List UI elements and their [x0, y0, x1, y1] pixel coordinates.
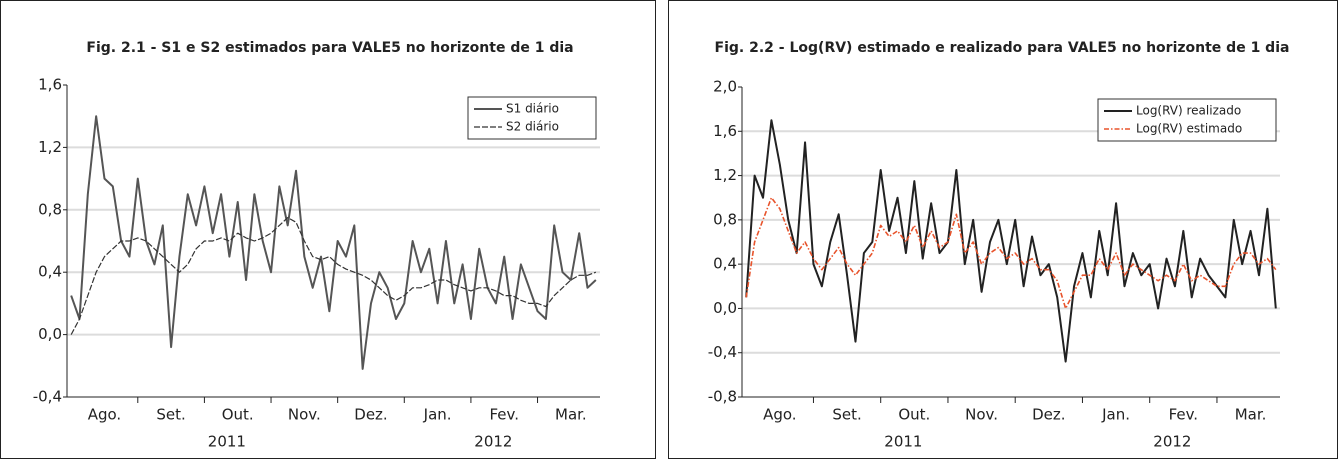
y-tick-label: 1,6	[713, 122, 737, 140]
legend-box	[467, 96, 597, 140]
y-tick-label: -0,4	[708, 343, 737, 361]
year-label: 2011	[208, 433, 246, 451]
x-tick-label: Out.	[222, 406, 254, 424]
series-line	[70, 217, 597, 335]
x-tick-label: Ago.	[88, 406, 121, 424]
y-tick-label: 0,0	[713, 299, 737, 317]
x-tick-label: Mar.	[555, 406, 587, 424]
legend-label: S1 diário	[506, 102, 559, 116]
y-tick-label: 1,2	[713, 166, 737, 184]
x-tick-label: Set.	[156, 406, 185, 424]
legend-box	[1097, 98, 1277, 142]
x-tick-label: Mar.	[1235, 406, 1267, 424]
series-line	[745, 119, 1277, 363]
chart-title: Fig. 2.1 - S1 e S2 estimados para VALE5 …	[86, 40, 573, 56]
y-tick-label: 0,4	[38, 263, 62, 281]
year-label: 2012	[1153, 433, 1191, 451]
panel-frame	[0, 0, 656, 459]
x-tick-label: Ago.	[763, 406, 796, 424]
series-line	[745, 196, 1277, 310]
x-tick-label: Jan.	[423, 406, 452, 424]
y-tick-label: 0,8	[38, 200, 62, 218]
x-tick-label: Nov.	[288, 406, 321, 424]
x-tick-label: Dez.	[354, 406, 387, 424]
legend-label: Log(RV) realizado	[1136, 104, 1241, 118]
x-tick-label: Fev.	[1169, 406, 1199, 424]
x-tick-label: Jan.	[1101, 406, 1130, 424]
x-tick-label: Nov.	[965, 406, 998, 424]
y-tick-label: -0,4	[33, 388, 62, 406]
year-label: 2012	[474, 433, 512, 451]
y-tick-label: 1,2	[38, 138, 62, 156]
panel-frame	[668, 0, 1338, 459]
x-tick-label: Out.	[898, 406, 930, 424]
x-tick-label: Fev.	[489, 406, 519, 424]
y-tick-label: 0,4	[713, 255, 737, 273]
legend-label: Log(RV) estimado	[1136, 122, 1242, 136]
year-label: 2011	[884, 433, 922, 451]
x-tick-label: Set.	[832, 406, 861, 424]
series-line	[70, 115, 597, 370]
y-tick-label: -0,8	[708, 388, 737, 406]
chart-title: Fig. 2.2 - Log(RV) estimado e realizado …	[715, 40, 1290, 56]
y-tick-label: 0,8	[713, 210, 737, 228]
legend-label: S2 diário	[506, 120, 559, 134]
x-tick-label: Dez.	[1032, 406, 1065, 424]
y-tick-label: 1,6	[38, 76, 62, 94]
y-tick-label: 0,0	[38, 325, 62, 343]
y-tick-label: 2,0	[713, 78, 737, 96]
